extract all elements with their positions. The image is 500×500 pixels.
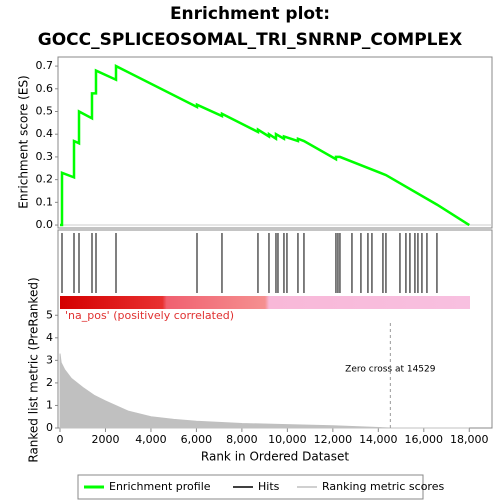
y-tick-label: 0.6 xyxy=(36,82,54,95)
y-tick-label: 2 xyxy=(46,376,53,389)
y-axis-label: Enrichment score (ES) xyxy=(17,75,31,208)
y-tick-label: 0 xyxy=(46,421,53,434)
es-frame xyxy=(57,56,493,229)
x-tick-label: 18,000 xyxy=(450,433,489,446)
y-tick-label: 5 xyxy=(46,308,53,321)
y-tick-label: 4 xyxy=(46,331,53,344)
x-tick-label: 16,000 xyxy=(405,433,444,446)
y-tick-label: 0.4 xyxy=(36,127,54,140)
y-tick-label: 0.1 xyxy=(36,195,54,208)
y-tick-label: 3 xyxy=(46,353,53,366)
color-bar xyxy=(60,296,470,309)
chart-subtitle: GOCC_SPLICEOSOMAL_TRI_SNRNP_COMPLEX xyxy=(38,30,462,50)
x-tick-label: 2000 xyxy=(91,433,119,446)
y-tick-label: 0.5 xyxy=(36,105,54,118)
y-tick-label: 0.2 xyxy=(36,173,54,186)
zero-cross-label: Zero cross at 14529 xyxy=(345,365,436,375)
x-tick-label: 4,000 xyxy=(135,433,167,446)
legend-label: Ranking metric scores xyxy=(322,480,444,493)
x-tick-label: 6,000 xyxy=(181,433,213,446)
y-tick-label: 1 xyxy=(46,398,53,411)
annotation: 'na_pos' (positively correlated) xyxy=(65,309,234,322)
x-tick-label: 12,000 xyxy=(314,433,353,446)
x-tick-label: 10,000 xyxy=(268,433,307,446)
x-tick-label: 8,000 xyxy=(226,433,258,446)
legend-label: Hits xyxy=(258,480,280,493)
y-tick-label: 0.0 xyxy=(36,218,54,231)
rank-frame xyxy=(57,229,493,429)
y-tick-label: 0.7 xyxy=(36,59,54,72)
y-tick-label: 0.3 xyxy=(36,150,54,163)
x-axis-label: Rank in Ordered Dataset xyxy=(201,450,349,464)
es-line xyxy=(60,64,470,227)
x-tick-label: 14,000 xyxy=(359,433,398,446)
y-axis-label: Ranked list metric (PreRanked) xyxy=(27,277,41,462)
metric-area xyxy=(59,353,470,429)
x-tick-label: 0 xyxy=(57,433,64,446)
legend-label: Enrichment profile xyxy=(109,480,211,493)
chart-title: Enrichment plot: xyxy=(170,4,330,24)
